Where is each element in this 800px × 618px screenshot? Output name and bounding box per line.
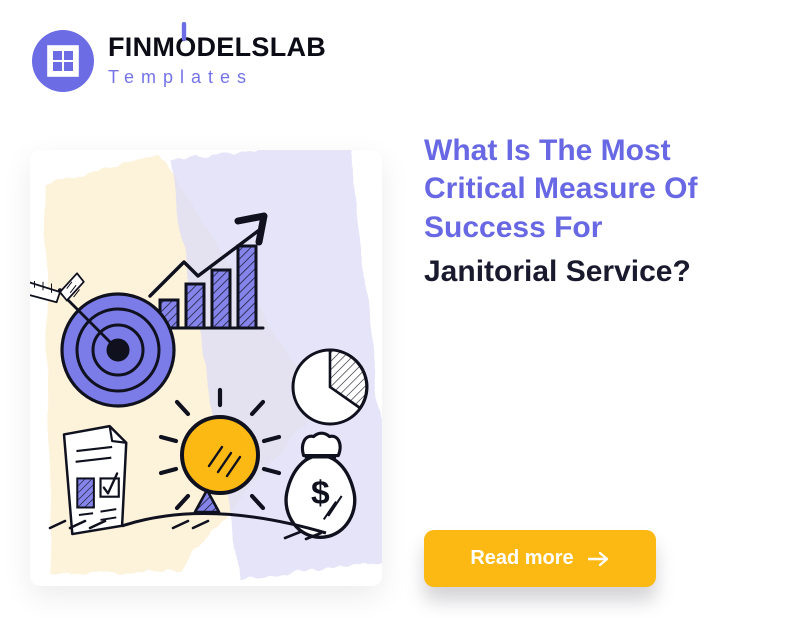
svg-text:$: $ [311, 475, 330, 512]
